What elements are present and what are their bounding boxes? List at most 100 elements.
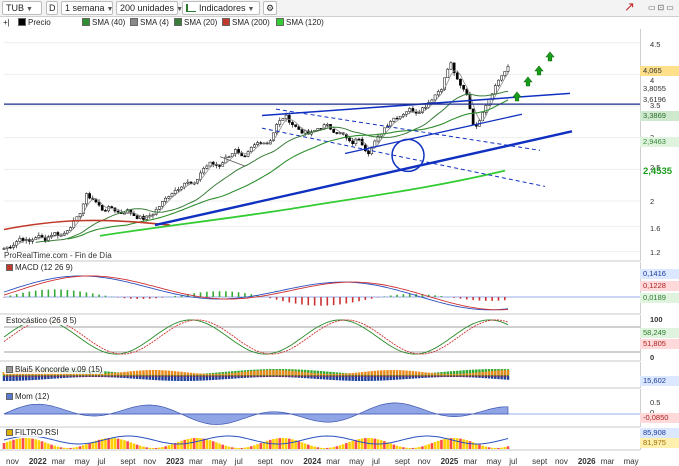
macd-histogram-bar bbox=[307, 297, 310, 306]
koncorde-blue-bar bbox=[173, 376, 177, 381]
koncorde-green-bar bbox=[386, 374, 389, 376]
koncorde-orange-bar bbox=[101, 373, 104, 375]
koncorde-blue-bar bbox=[196, 376, 199, 381]
timeframe-label: 1 semana bbox=[65, 3, 105, 13]
rsi-bar bbox=[503, 447, 507, 449]
koncorde-green-bar bbox=[183, 374, 186, 376]
koncorde-blue-bar bbox=[24, 376, 28, 381]
rsi-bar bbox=[50, 444, 53, 449]
rsi-bar bbox=[110, 438, 114, 449]
rsi-bar bbox=[202, 438, 205, 449]
koncorde-green-bar bbox=[370, 374, 373, 376]
trend-arrow-icon[interactable]: ↗ bbox=[624, 0, 635, 14]
koncorde-blue-bar bbox=[170, 376, 174, 381]
candle-body bbox=[100, 204, 104, 211]
rsi-bar bbox=[164, 446, 167, 449]
macd-histogram-bar bbox=[370, 297, 373, 299]
rsi-bar bbox=[40, 441, 44, 449]
rsi-title: FILTRO RSI bbox=[4, 428, 61, 437]
koncorde-orange-bar bbox=[129, 371, 132, 375]
window-controls[interactable]: ▭⊡▭ bbox=[648, 3, 676, 12]
candle-body bbox=[97, 201, 101, 206]
sma4-line bbox=[13, 70, 509, 248]
koncorde-green-bar bbox=[164, 374, 167, 376]
koncorde-blue-bar bbox=[484, 376, 488, 379]
legend-sma20-label: SMA (20) bbox=[184, 18, 218, 27]
rsi-tag: 85,908 bbox=[640, 428, 679, 438]
mom-title-label: Mom (12) bbox=[15, 392, 50, 401]
koncorde-orange-bar bbox=[269, 370, 272, 375]
macd-histogram-bar bbox=[104, 295, 107, 297]
macd-histogram-bar bbox=[225, 291, 227, 297]
legend-plus-icon[interactable]: +| bbox=[3, 18, 10, 27]
units-selector[interactable]: 200 unidades ▼ bbox=[116, 1, 183, 15]
candle-body bbox=[297, 126, 301, 130]
koncorde-green-bar bbox=[145, 374, 148, 376]
candle-body bbox=[278, 120, 282, 125]
koncorde-blue-bar bbox=[497, 376, 500, 380]
candle-body bbox=[94, 199, 98, 203]
koncorde-green-bar bbox=[189, 374, 193, 376]
koncorde-blue-bar bbox=[389, 376, 392, 381]
koncorde-orange-bar bbox=[402, 370, 405, 375]
koncorde-orange-bar bbox=[192, 373, 196, 375]
koncorde-orange-bar bbox=[360, 372, 364, 375]
koncorde-orange-bar bbox=[158, 370, 161, 375]
koncorde-orange-bar bbox=[373, 370, 377, 375]
candle-body bbox=[218, 165, 221, 167]
rsi-bar bbox=[408, 447, 412, 449]
koncorde-blue-bar bbox=[31, 376, 34, 381]
price-tick: 3.5 bbox=[650, 101, 661, 110]
koncorde-orange-bar bbox=[462, 373, 465, 375]
settings-button[interactable]: ⚙ bbox=[263, 1, 277, 15]
koncorde-blue-bar bbox=[2, 376, 6, 381]
koncorde-blue-bar bbox=[139, 376, 142, 380]
koncorde-orange-bar bbox=[82, 373, 85, 375]
koncorde-orange-bar bbox=[494, 370, 497, 375]
toolbar: TUB ▼ D 1 semana ▼ 200 unidades ▼ Indicador… bbox=[0, 0, 679, 17]
rsi-bar bbox=[303, 443, 307, 449]
symbol-selector[interactable]: TUB ▼ bbox=[2, 1, 42, 15]
timeframe-selector[interactable]: 1 semana ▼ bbox=[61, 1, 113, 15]
candle-body bbox=[50, 234, 53, 237]
rsi-bar bbox=[478, 444, 481, 449]
koncorde-blue-bar bbox=[462, 376, 465, 378]
period-code-button[interactable]: D bbox=[46, 1, 58, 15]
rsi-bar bbox=[135, 444, 139, 449]
koncorde-blue-bar bbox=[278, 376, 281, 378]
koncorde-orange-bar bbox=[338, 373, 342, 375]
rsi-bar bbox=[389, 443, 393, 449]
rsi-bar bbox=[475, 443, 478, 449]
koncorde-blue-bar bbox=[158, 376, 161, 381]
koncorde-orange-bar bbox=[316, 373, 320, 375]
koncorde-blue-bar bbox=[399, 376, 402, 380]
color-swatch-icon bbox=[6, 366, 13, 373]
koncorde-green-bar bbox=[399, 374, 402, 376]
macd-histogram-bar bbox=[256, 295, 259, 297]
candle-body bbox=[325, 124, 329, 126]
rsi-bar bbox=[468, 441, 472, 449]
units-label: 200 unidades bbox=[120, 3, 175, 13]
rsi-bar bbox=[506, 446, 510, 449]
koncorde-green-bar bbox=[322, 371, 326, 376]
koncorde-orange-bar bbox=[88, 373, 91, 375]
indicators-button[interactable]: Indicadores ▼ bbox=[182, 1, 260, 15]
candle-body bbox=[459, 78, 462, 86]
koncorde-orange-bar bbox=[240, 372, 243, 375]
koncorde-blue-bar bbox=[316, 376, 320, 380]
koncorde-orange-bar bbox=[503, 370, 507, 375]
koncorde-orange-bar bbox=[332, 373, 335, 375]
koncorde-blue-bar bbox=[215, 376, 218, 380]
koncorde-orange-bar bbox=[154, 370, 158, 375]
rsi-bar bbox=[433, 441, 437, 449]
candle-body bbox=[287, 114, 291, 123]
koncorde-orange-bar bbox=[408, 370, 411, 375]
rsi-bar bbox=[443, 439, 446, 449]
rsi-bar bbox=[205, 439, 209, 449]
koncorde-orange-bar bbox=[126, 371, 129, 375]
legend-sma40: SMA (40) bbox=[82, 17, 125, 29]
koncorde-green-bar bbox=[364, 374, 367, 376]
candle-body bbox=[167, 196, 171, 199]
x-axis-label: 2022 bbox=[28, 457, 47, 466]
